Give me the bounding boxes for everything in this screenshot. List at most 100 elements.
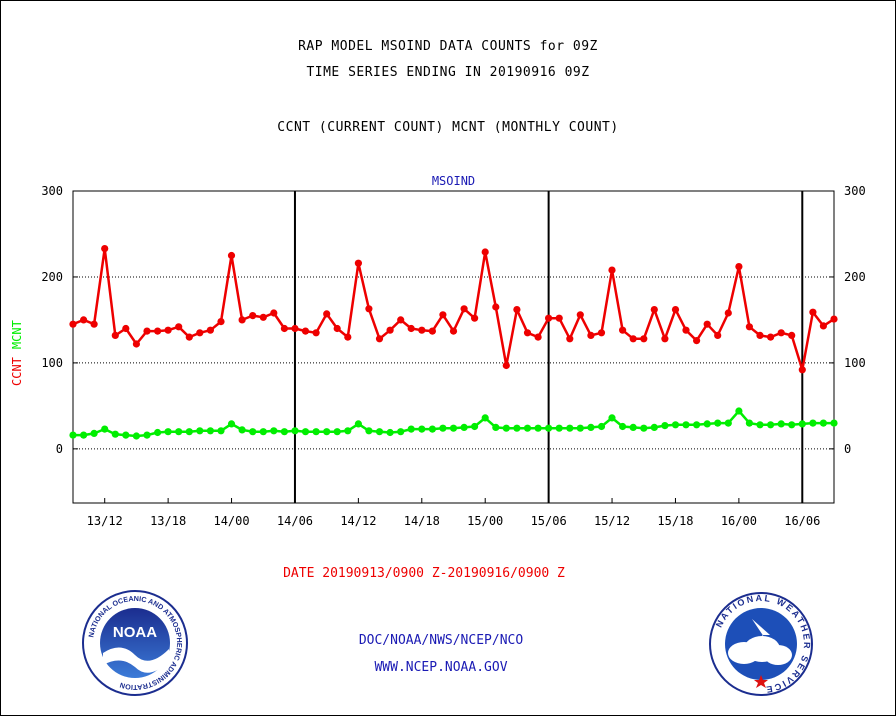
y-axis-label-mcnt: MCNT (10, 320, 24, 349)
data-point-mcnt (798, 420, 806, 428)
data-point-mcnt (154, 428, 162, 437)
data-point-ccnt (788, 331, 796, 339)
x-tick-label: 15/06 (531, 514, 567, 528)
data-point-ccnt (175, 323, 183, 331)
data-point-mcnt (397, 428, 405, 436)
url-link[interactable]: WWW.NCEP.NOAA.GOV (374, 660, 508, 675)
data-point-ccnt (111, 331, 119, 339)
data-point-ccnt (714, 331, 722, 339)
data-point-ccnt (397, 316, 405, 324)
data-point-ccnt (238, 316, 246, 324)
data-point-ccnt (608, 266, 616, 274)
data-point-mcnt (608, 414, 616, 422)
data-point-mcnt (344, 427, 352, 435)
data-point-mcnt (354, 420, 362, 428)
data-point-ccnt (386, 326, 394, 334)
data-point-mcnt (640, 424, 648, 432)
noaa-logo-icon: NOAA NATIONAL OCEANIC AND ATMOSPHERIC AD… (82, 590, 188, 696)
data-point-mcnt (735, 407, 743, 415)
data-point-mcnt (471, 422, 479, 431)
data-point-ccnt (534, 333, 542, 341)
data-point-mcnt (693, 421, 701, 429)
data-point-mcnt (69, 431, 77, 439)
x-tick-label: 14/18 (404, 514, 440, 528)
y-tick-label-left: 300 (41, 184, 63, 198)
data-point-mcnt (449, 424, 458, 432)
data-point-mcnt (122, 431, 130, 439)
x-tick-label: 14/12 (340, 514, 376, 528)
data-point-mcnt (280, 428, 288, 436)
data-point-mcnt (724, 419, 732, 427)
plot-area-frame (72, 190, 835, 504)
data-point-mcnt (703, 420, 711, 428)
x-tick-label: 15/18 (657, 514, 693, 528)
data-point-mcnt (132, 432, 140, 440)
data-point-ccnt (619, 326, 627, 334)
data-point-ccnt (587, 331, 595, 339)
data-point-ccnt (365, 305, 373, 313)
data-point-mcnt (428, 425, 436, 433)
data-point-ccnt (661, 335, 669, 343)
y-tick-label-left: 0 (56, 442, 63, 456)
data-point-ccnt (132, 340, 140, 348)
data-point-ccnt (449, 327, 458, 335)
noaa-center-text: NOAA (113, 624, 157, 641)
data-point-mcnt (534, 424, 542, 432)
data-point-ccnt (122, 324, 130, 333)
data-point-ccnt (756, 331, 764, 339)
data-point-mcnt (312, 428, 320, 436)
data-point-ccnt (259, 313, 267, 321)
data-point-ccnt (206, 326, 214, 334)
data-point-mcnt (333, 428, 341, 436)
data-point-ccnt (682, 326, 690, 334)
x-tick-label: 13/12 (87, 514, 123, 528)
data-point-mcnt (671, 421, 680, 429)
y-tick-label-left: 200 (41, 270, 63, 284)
data-point-ccnt (439, 311, 447, 319)
data-point-mcnt (249, 428, 257, 436)
data-point-ccnt (143, 327, 151, 335)
chart-title-line-1: RAP MODEL MSOIND DATA COUNTS for 09Z (298, 39, 598, 54)
data-point-mcnt (566, 424, 574, 432)
data-point-ccnt (671, 306, 680, 314)
data-point-ccnt (693, 337, 701, 345)
data-point-ccnt (249, 312, 257, 320)
data-point-mcnt (164, 428, 172, 436)
data-point-ccnt (344, 333, 352, 341)
data-point-ccnt (745, 323, 754, 331)
series-line-ccnt (72, 247, 835, 372)
data-point-ccnt (164, 326, 172, 334)
data-point-mcnt (291, 427, 299, 435)
data-point-ccnt (291, 324, 299, 333)
data-point-ccnt (227, 251, 236, 260)
data-point-mcnt (418, 425, 426, 433)
data-point-ccnt (323, 310, 331, 318)
y-axis-label: CCNT MCNT (10, 320, 24, 386)
data-point-mcnt (661, 422, 669, 430)
data-point-ccnt (809, 308, 817, 316)
x-tick-label: 16/00 (721, 514, 757, 528)
data-point-mcnt (270, 427, 278, 435)
x-tick-label: 14/00 (213, 514, 249, 528)
data-point-mcnt (206, 427, 214, 435)
chart-title-line-2: TIME SERIES ENDING IN 20190916 09Z (306, 65, 590, 80)
date-range-label: DATE 20190913/0900 Z-20190916/0900 Z (283, 566, 565, 581)
data-point-mcnt (714, 419, 722, 427)
data-point-mcnt (439, 424, 447, 432)
data-point-ccnt (576, 311, 584, 319)
data-point-mcnt (481, 414, 489, 422)
x-tick-label: 13/18 (150, 514, 186, 528)
data-point-mcnt (492, 423, 500, 431)
data-point-mcnt (196, 427, 204, 435)
data-point-ccnt (629, 335, 637, 343)
data-point-mcnt (323, 428, 331, 436)
data-point-ccnt (217, 318, 225, 326)
data-point-ccnt (724, 309, 732, 317)
data-point-ccnt (523, 329, 532, 337)
chart-subtitle: CCNT (CURRENT COUNT) MCNT (MONTHLY COUNT… (277, 120, 619, 135)
data-point-mcnt (80, 431, 88, 439)
data-point-ccnt (270, 309, 278, 317)
data-point-ccnt (185, 333, 193, 341)
data-point-mcnt (819, 419, 828, 427)
